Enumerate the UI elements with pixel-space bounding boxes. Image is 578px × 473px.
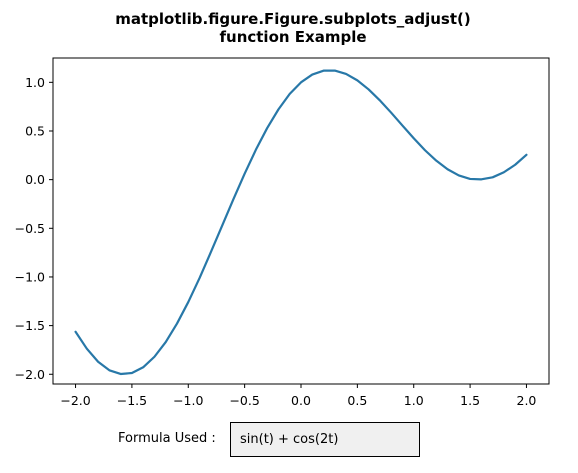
data-point (447, 168, 449, 170)
data-point (424, 149, 426, 151)
y-tick-label: 1.0 (25, 75, 45, 90)
data-point (97, 361, 99, 363)
data-point (153, 356, 155, 358)
data-point (368, 88, 370, 90)
data-point (176, 323, 178, 325)
data-point (187, 301, 189, 303)
x-tick-label: 0.5 (347, 393, 367, 408)
data-point (311, 74, 313, 76)
x-axis: −2.0 −1.5 −1.0 −0.5 0.0 0.5 1.0 1.5 2.0 (60, 384, 536, 408)
y-tick-label: −0.5 (15, 221, 45, 236)
data-point (525, 154, 527, 156)
data-point (289, 93, 291, 95)
data-point (120, 373, 122, 375)
data-point (413, 137, 415, 139)
data-point (300, 81, 302, 83)
data-point (514, 164, 516, 166)
data-point (277, 108, 279, 110)
chart-title-line-2: function Example (219, 28, 366, 46)
y-tick-label: −1.5 (15, 318, 45, 333)
data-point (356, 79, 358, 81)
data-point (266, 127, 268, 129)
series-line (74, 69, 528, 376)
data-point (210, 251, 212, 253)
data-point (323, 70, 325, 72)
data-point (221, 225, 223, 227)
data-point (492, 176, 494, 178)
data-point (86, 348, 88, 350)
x-tick-label: −1.0 (173, 393, 203, 408)
data-point (379, 99, 381, 101)
y-tick-label: −2.0 (15, 367, 45, 382)
formula-label: Formula Used : (118, 431, 216, 446)
data-point (345, 73, 347, 75)
data-point (458, 174, 460, 176)
data-point (142, 366, 144, 368)
plot-area (53, 58, 549, 384)
data-point (108, 369, 110, 371)
x-tick-label: 2.0 (517, 393, 537, 408)
data-point (401, 125, 403, 127)
y-tick-label: −1.0 (15, 269, 45, 284)
x-tick-label: −1.5 (117, 393, 147, 408)
y-tick-label: 0.5 (25, 123, 45, 138)
data-point (244, 173, 246, 175)
data-point (469, 178, 471, 180)
x-tick-label: −0.5 (229, 393, 259, 408)
data-point (165, 341, 167, 343)
data-point (390, 112, 392, 114)
x-tick-label: 1.0 (404, 393, 424, 408)
data-point (435, 160, 437, 162)
data-point (334, 70, 336, 72)
data-point (232, 198, 234, 200)
data-point (75, 331, 77, 333)
y-axis: 1.0 0.5 0.0 −0.5 −1.0 −1.5 −2.0 (15, 75, 53, 382)
data-point (199, 277, 201, 279)
data-point (131, 372, 133, 374)
x-tick-label: −2.0 (60, 393, 90, 408)
chart-title-line-1: matplotlib.figure.Figure.subplots_adjust… (115, 10, 471, 28)
x-tick-label: 1.5 (460, 393, 480, 408)
data-point (480, 178, 482, 180)
formula-textbox[interactable]: sin(t) + cos(2t) (230, 422, 420, 457)
x-tick-label: 0.0 (291, 393, 311, 408)
data-point (255, 149, 257, 151)
data-point (503, 171, 505, 173)
y-tick-label: 0.0 (25, 172, 45, 187)
